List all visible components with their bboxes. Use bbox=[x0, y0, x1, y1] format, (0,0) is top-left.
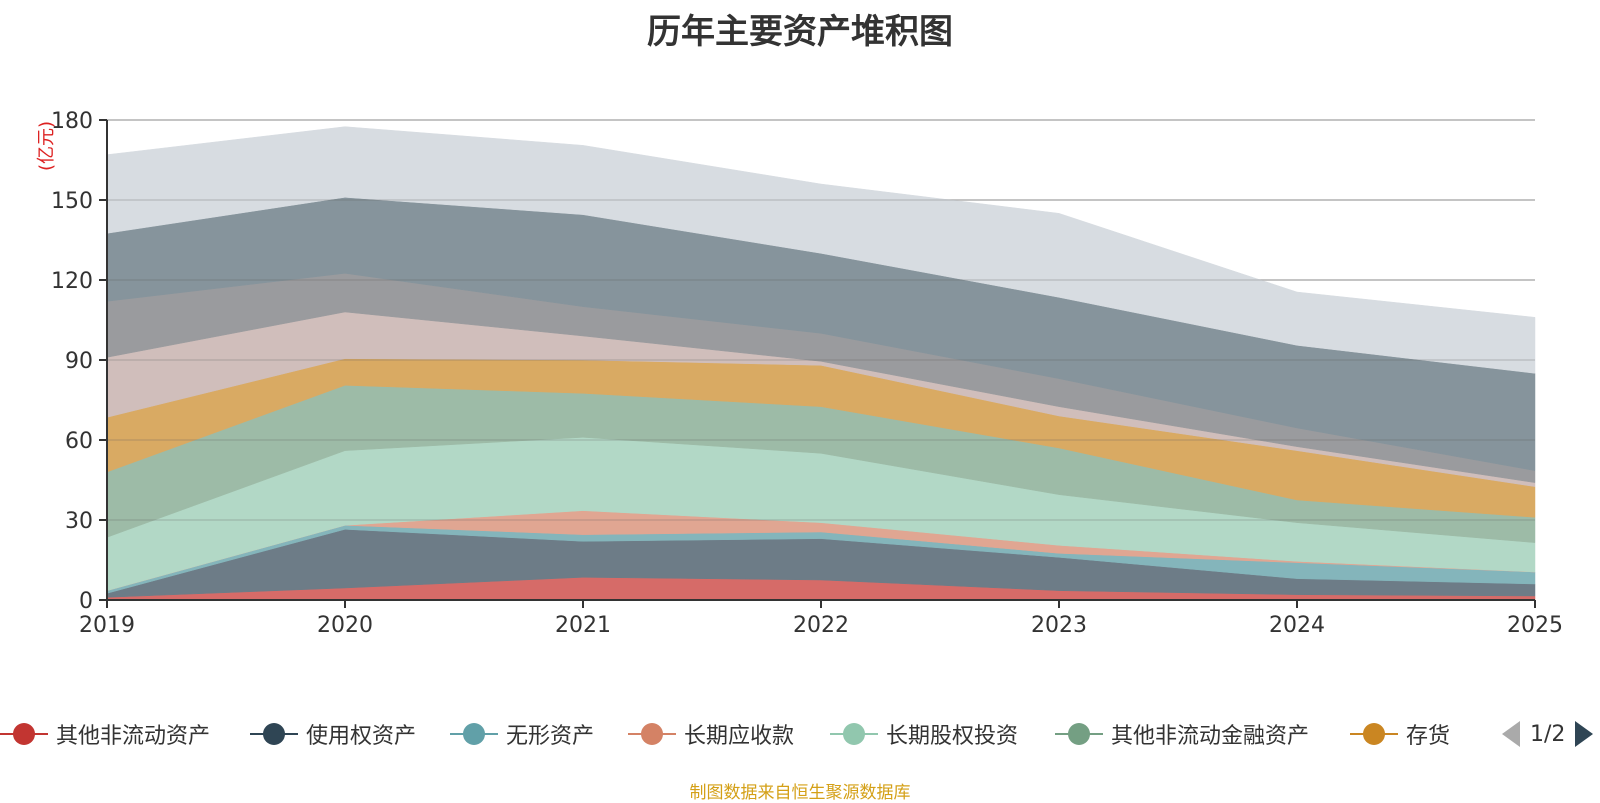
legend-label: 无形资产 bbox=[506, 724, 595, 749]
y-tick-label: 120 bbox=[51, 269, 93, 294]
y-axis-unit-label: (亿元) bbox=[36, 121, 57, 171]
axes: 0 30 60 90 120 150 180 2019 2020 2021 2022 2023 2024… bbox=[36, 109, 1563, 638]
legend-item[interactable]: 长期股权投资 bbox=[830, 716, 1018, 752]
legend-page-indicator: 1/2 bbox=[1530, 721, 1566, 747]
legend-label: 其他非流动金融资产 bbox=[1111, 724, 1310, 749]
legend: 其他非流动资产 使用权资产 无形资产 长期应收款 长期股权投资 其他非流动金融资产 存货 1… bbox=[0, 716, 1600, 752]
x-tick-label: 2024 bbox=[1269, 613, 1325, 638]
y-tick-label: 30 bbox=[65, 509, 93, 534]
x-tick-label: 2021 bbox=[555, 613, 611, 638]
legend-marker-icon bbox=[830, 721, 878, 747]
y-tick-label: 150 bbox=[51, 189, 93, 214]
x-tick-label: 2020 bbox=[317, 613, 373, 638]
legend-label: 存货 bbox=[1406, 724, 1451, 749]
legend-marker-icon bbox=[1055, 721, 1103, 747]
legend-marker-icon bbox=[450, 721, 498, 747]
chart-title: 历年主要资产堆积图 bbox=[647, 12, 953, 52]
chart-plot: 0 30 60 90 120 150 180 2019 2020 2021 2022 2023 2024… bbox=[36, 109, 1563, 638]
pager-prev-icon[interactable] bbox=[1500, 719, 1522, 749]
legend-label: 其他非流动资产 bbox=[56, 724, 211, 749]
y-tick-label: 0 bbox=[79, 589, 93, 614]
legend-item[interactable]: 其他非流动资产 bbox=[0, 716, 210, 752]
y-tick-label: 90 bbox=[65, 349, 93, 374]
legend-label: 长期应收款 bbox=[684, 724, 795, 749]
legend-marker-icon bbox=[1350, 721, 1398, 747]
area-series bbox=[106, 119, 1536, 601]
legend-marker-icon bbox=[628, 721, 676, 747]
legend-marker-icon bbox=[250, 721, 298, 747]
legend-item[interactable]: 使用权资产 bbox=[250, 716, 416, 752]
legend-item[interactable]: 长期应收款 bbox=[628, 716, 794, 752]
source-note: 制图数据来自恒生聚源数据库 bbox=[689, 783, 911, 803]
x-tick-label: 2022 bbox=[793, 613, 849, 638]
pager-next-icon[interactable] bbox=[1573, 719, 1595, 749]
y-tick-label: 180 bbox=[51, 109, 93, 134]
x-tick-label: 2019 bbox=[79, 613, 135, 638]
x-tick-label: 2025 bbox=[1507, 613, 1563, 638]
y-tick-label: 60 bbox=[65, 429, 93, 454]
legend-label: 使用权资产 bbox=[306, 724, 417, 749]
legend-item[interactable]: 存货 bbox=[1350, 716, 1450, 752]
legend-item[interactable]: 无形资产 bbox=[450, 716, 594, 752]
legend-pager: 1/2 bbox=[1500, 716, 1595, 752]
area-series-10 bbox=[106, 126, 1536, 374]
legend-label: 长期股权投资 bbox=[886, 724, 1019, 749]
legend-item[interactable]: 其他非流动金融资产 bbox=[1055, 716, 1309, 752]
x-tick-label: 2023 bbox=[1031, 613, 1087, 638]
legend-marker-icon bbox=[0, 721, 48, 747]
